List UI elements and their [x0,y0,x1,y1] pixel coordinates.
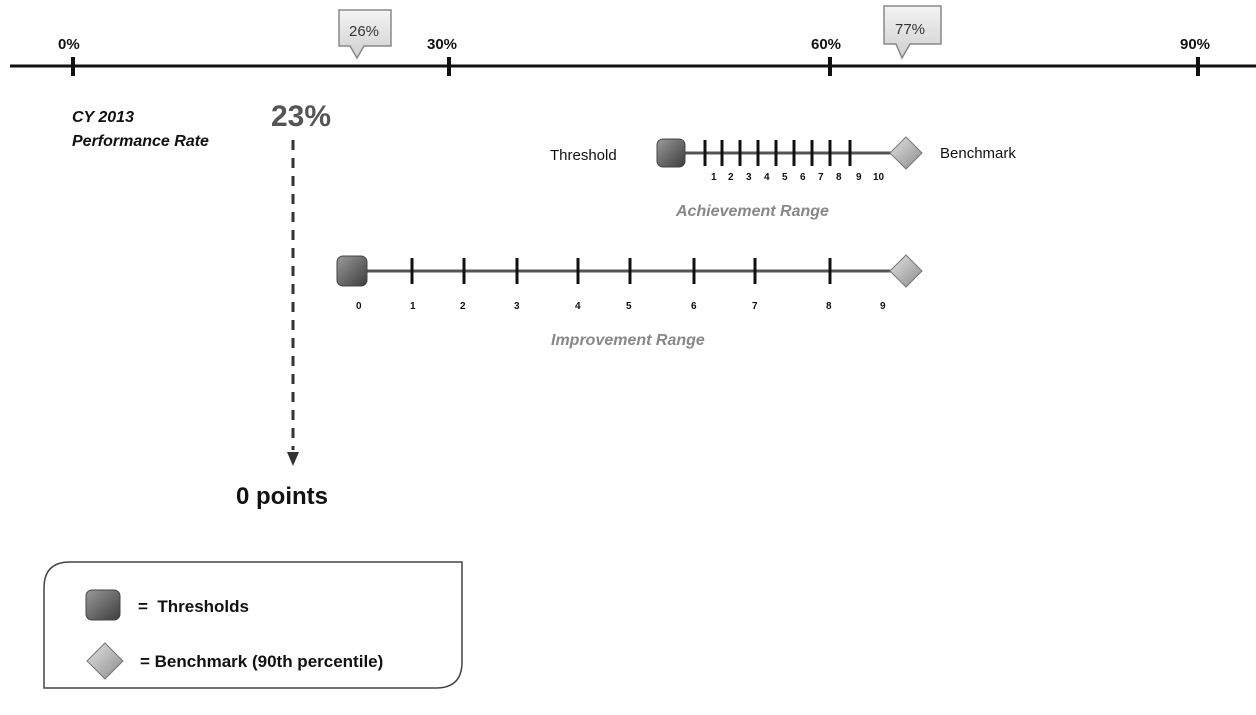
callout-77-label: 77% [895,21,925,38]
achievement-threshold-marker [656,138,686,168]
scale-tick-label-90: 90% [1180,36,1210,53]
improvement-tick-labels: 0 1 2 3 4 5 6 7 8 9 [356,301,886,312]
callout-26: 26% [338,9,392,60]
achievement-ticks [703,140,852,166]
scale-tick-label-30: 30% [427,36,457,53]
improvement-tick-label-8: 8 [826,301,832,312]
improvement-tick-label-2: 2 [460,301,466,312]
percent-scale: 0% 30% 60% 90% 26% 77% [10,5,1256,76]
improvement-threshold-marker [336,255,368,287]
legend-threshold-text: = Thresholds [138,597,249,616]
legend-threshold-swatch [85,589,121,621]
achievement-tick-label-6: 6 [800,172,806,183]
achievement-range-label: Achievement Range [675,203,829,220]
achievement-benchmark-marker [889,136,923,170]
achievement-tick-label-7: 7 [818,172,824,183]
legend-box [43,561,463,689]
callout-77: 77% [883,5,942,60]
legend-benchmark-swatch [86,642,124,680]
improvement-tick-label-3: 3 [514,301,520,312]
achievement-tick-label-1: 1 [711,172,717,183]
achievement-tick-labels: 1 2 3 4 5 6 7 8 9 10 [711,172,885,183]
performance-label-line1: CY 2013 [72,109,134,126]
threshold-label: Threshold [550,147,617,164]
achievement-tick-label-10: 10 [873,172,885,183]
scale-tick-label-60: 60% [811,36,841,53]
improvement-tick-label-1: 1 [410,301,416,312]
performance-rate: CY 2013 Performance Rate 23% 0 points [72,100,331,510]
achievement-tick-label-5: 5 [782,172,788,183]
performance-value: 23% [271,100,331,133]
benchmark-label: Benchmark [940,145,1016,162]
scale-tick-60: 60% [811,36,841,76]
performance-arrow-head [287,452,299,466]
scale-tick-label-0: 0% [58,36,80,53]
improvement-tick-label-7: 7 [752,301,758,312]
improvement-tick-label-5: 5 [626,301,632,312]
achievement-range: Threshold 1 2 3 4 5 6 7 8 9 10 Benchma [550,136,1016,220]
improvement-range-label: Improvement Range [551,332,705,349]
improvement-tick-label-0: 0 [356,301,362,312]
achievement-tick-label-4: 4 [764,172,770,183]
achievement-tick-label-8: 8 [836,172,842,183]
scale-tick-30: 30% [427,36,457,76]
legend: = Thresholds = Benchmark (90th percentil… [43,561,463,689]
improvement-range: 0 1 2 3 4 5 6 7 8 9 Improvement Range [336,254,923,349]
improvement-tick-label-6: 6 [691,301,697,312]
legend-benchmark-text: = Benchmark (90th percentile) [140,652,383,671]
improvement-ticks [410,258,832,284]
achievement-tick-label-3: 3 [746,172,752,183]
improvement-tick-label-4: 4 [575,301,581,312]
callout-26-label: 26% [349,23,379,40]
performance-result: 0 points [236,483,328,510]
improvement-tick-label-9: 9 [880,301,886,312]
scale-tick-90: 90% [1180,36,1210,76]
achievement-tick-label-2: 2 [728,172,734,183]
improvement-benchmark-marker [889,254,923,288]
performance-label-line2: Performance Rate [72,133,209,150]
scale-tick-0: 0% [58,36,80,76]
achievement-tick-label-9: 9 [856,172,862,183]
